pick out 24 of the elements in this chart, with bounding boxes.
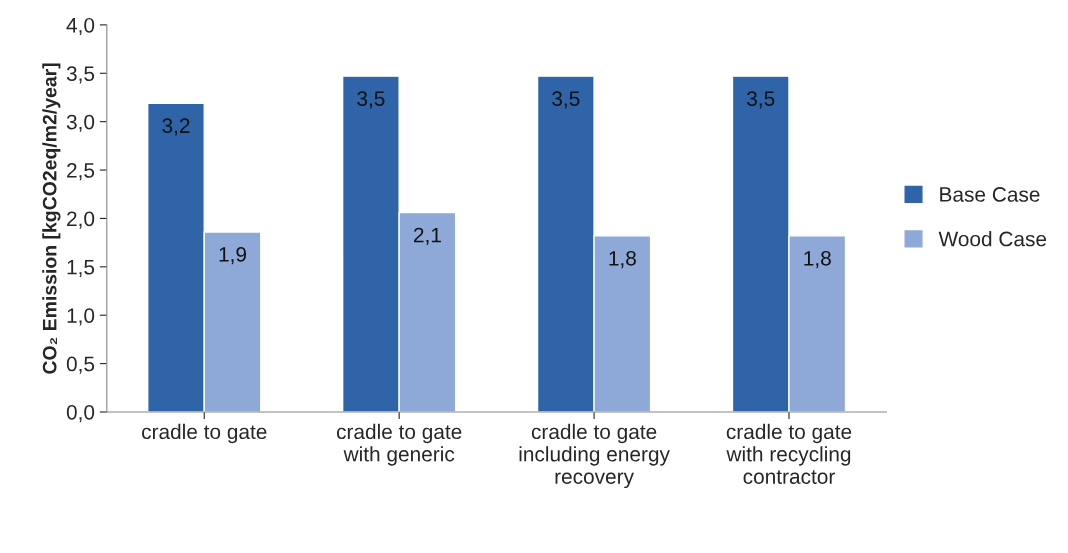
data-label: 3,5 bbox=[747, 91, 775, 109]
x-tick-label: cradle to gate with generic bbox=[336, 423, 462, 466]
y-tick-label: 3,0 bbox=[66, 114, 95, 132]
data-label: 1,9 bbox=[219, 247, 247, 265]
x-tick-label: cradle to gate with recycling contractor bbox=[726, 423, 852, 484]
data-label: 2,1 bbox=[414, 227, 441, 245]
legend-label: Base Case bbox=[940, 187, 1040, 202]
data-label: 3,2 bbox=[162, 118, 190, 136]
y-tick-label: 1,0 bbox=[67, 308, 95, 326]
data-label: 3,5 bbox=[552, 91, 580, 109]
x-tick-label: cradle to gate bbox=[142, 423, 267, 444]
legend-label: Wood Case bbox=[938, 231, 1047, 247]
y-tick-label: 2,5 bbox=[67, 163, 95, 181]
data-label: 3,5 bbox=[357, 91, 385, 109]
data-label: 1,8 bbox=[804, 250, 831, 269]
y-axis-title: CO₂ Emission [kgCO2eq/m2/year] bbox=[42, 63, 61, 374]
y-tick-label: 0,0 bbox=[66, 404, 95, 423]
y-tick-label: 3,5 bbox=[66, 66, 95, 84]
x-tick-label: cradle to gate including energy recovery bbox=[519, 423, 670, 489]
data-label: 1,8 bbox=[609, 250, 636, 269]
y-tick-label: 0,5 bbox=[66, 356, 95, 374]
y-tick-label: 2,0 bbox=[67, 211, 95, 229]
y-tick-label: 1,5 bbox=[67, 260, 95, 278]
y-tick-label: 4,0 bbox=[66, 17, 95, 36]
